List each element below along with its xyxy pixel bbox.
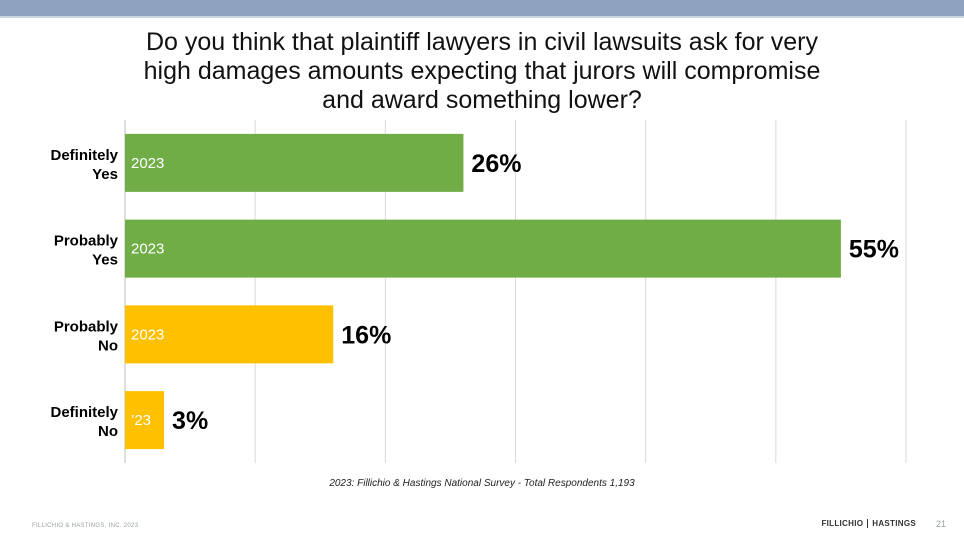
- title-line-2: high damages amounts expecting that juro…: [143, 57, 821, 85]
- header-band-line: [0, 16, 964, 18]
- bar: [125, 391, 165, 450]
- bar-inner-label: 2023: [131, 155, 164, 172]
- bar-inner-label: 2023: [131, 326, 164, 343]
- category-label: Yes: [92, 166, 118, 183]
- category-label: Yes: [92, 252, 118, 269]
- title-line-3: and award something lower?: [322, 86, 642, 114]
- bar-chart: 2023 26% Definitely Yes 2023 55% Probably Yes 20…: [50, 120, 907, 463]
- data-label: 16%: [341, 321, 391, 349]
- bar-inner-label: 2023: [131, 241, 164, 258]
- source-note: 2023: Fillichio & Hastings National Surv…: [329, 478, 635, 489]
- chart-title: Do you think that plaintiff lawyers in c…: [60, 28, 904, 115]
- bar-inner-label: ’23: [131, 412, 151, 429]
- category-label: Definitely: [50, 404, 118, 421]
- header-band: [0, 0, 964, 16]
- category-label: Probably: [54, 318, 119, 335]
- category-label: Probably: [54, 233, 119, 250]
- data-label: 3%: [172, 407, 208, 435]
- brand-logo-divider: [867, 519, 869, 529]
- bar: [125, 133, 464, 192]
- category-label: No: [98, 423, 118, 440]
- brand-logo-left: FILLICHIO: [821, 519, 864, 528]
- page-number: 21: [935, 519, 946, 529]
- brand-logo: FILLICHIO HASTINGS: [821, 519, 916, 529]
- title-line-1: Do you think that plaintiff lawyers in c…: [145, 28, 819, 56]
- category-label: Definitely: [50, 147, 118, 164]
- data-label: 26%: [471, 150, 521, 178]
- bar: [125, 219, 841, 278]
- brand-logo-right: HASTINGS: [872, 519, 916, 528]
- data-label: 55%: [849, 236, 899, 264]
- bar: [125, 305, 334, 364]
- copyright-text: FILLICHIO & HASTINGS, INC. 2023: [32, 523, 139, 529]
- category-label: No: [98, 337, 118, 354]
